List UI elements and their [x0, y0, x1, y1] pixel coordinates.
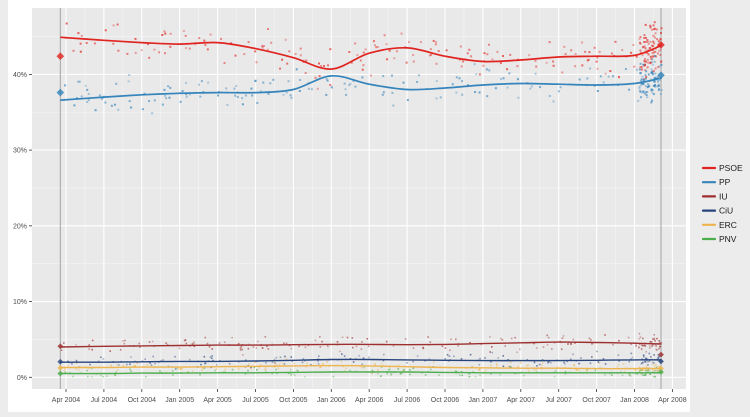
x-axis: Apr 2004 Jul 2004 Oct 2004 Jan 2005 Apr 2005…: [52, 389, 687, 404]
trend-line-CiU: [60, 358, 662, 363]
x-tick-label: Oct 2005: [279, 397, 308, 404]
x-tick-label: Oct 2007: [582, 397, 611, 404]
trend-line-IU: [60, 341, 662, 348]
legend-label-PNV: PNV: [719, 234, 737, 244]
x-tick-label: Oct 2004: [128, 397, 157, 404]
plot-panel: [32, 8, 686, 389]
election-2008-result-PSOE: [657, 41, 665, 49]
x-tick-label: Jul 2006: [394, 397, 421, 404]
y-tick-label: 10%: [13, 299, 27, 306]
election-2004-result-CiU: [57, 358, 64, 365]
legend-label-PSOE: PSOE: [719, 163, 743, 173]
y-tick-label: 40%: [13, 72, 27, 79]
election-2008-result-PNV: [658, 369, 664, 375]
legend-item-CiU[interactable]: CiU: [701, 206, 733, 216]
legend-label-CiU: CiU: [719, 206, 733, 216]
legend-label-ERC: ERC: [719, 220, 737, 230]
legend-item-PSOE[interactable]: PSOE: [701, 163, 743, 173]
y-tick-label: 20%: [13, 223, 27, 230]
legend-item-PP[interactable]: PP: [701, 177, 731, 187]
y-axis: 0% 10% 20% 30% 40%: [13, 72, 32, 382]
election-2004-result-ERC: [57, 364, 64, 371]
election-result-markers: [56, 41, 665, 377]
legend-item-ERC[interactable]: ERC: [701, 220, 737, 230]
x-tick-label: Jul 2005: [242, 397, 269, 404]
election-2004-result-PSOE: [56, 52, 65, 61]
x-tick-label: Jan 2008: [620, 397, 649, 404]
x-tick-label: Jan 2006: [317, 397, 346, 404]
x-tick-label: Apr 2008: [658, 397, 687, 404]
election-2004-result-IU: [57, 343, 64, 350]
election-2008-result-IU: [658, 351, 664, 358]
trend-line-PNV: [60, 371, 662, 375]
election-2008-result-PP: [657, 71, 665, 79]
x-tick-label: Apr 2005: [203, 397, 232, 404]
legend-label-IU: IU: [719, 191, 728, 201]
scatter-PSOE: [64, 21, 663, 90]
trend-line-PP: [60, 75, 662, 101]
legend-label-PP: PP: [719, 177, 731, 187]
trend-layer: [60, 36, 662, 375]
plot-panel-bg: [32, 8, 686, 389]
scatter-layer: [60, 21, 663, 378]
legend-item-IU[interactable]: IU: [701, 191, 728, 201]
legend-item-PNV[interactable]: PNV: [701, 234, 737, 244]
election-2008-result-ERC: [658, 365, 664, 372]
trend-line-PSOE: [60, 36, 662, 70]
x-tick-label: Jul 2004: [91, 397, 118, 404]
y-tick-label: 30%: [13, 148, 27, 155]
x-tick-label: Apr 2006: [355, 397, 384, 404]
election-2004-result-PP: [56, 88, 65, 97]
trend-line-ERC: [60, 364, 662, 370]
gridlines: [32, 8, 686, 389]
x-tick-label: Oct 2006: [431, 397, 460, 404]
x-tick-label: Jan 2007: [468, 397, 497, 404]
x-tick-label: Apr 2004: [52, 397, 81, 404]
election-2008-result-CiU: [658, 358, 664, 365]
election-2004-result-PNV: [57, 370, 64, 377]
legend: PSOE PP IU CiU ERC PNV: [701, 163, 743, 244]
y-tick-label: 0%: [17, 375, 27, 382]
x-tick-label: Jul 2007: [545, 397, 572, 404]
x-tick-label: Jan 2005: [165, 397, 194, 404]
x-tick-label: Apr 2007: [507, 397, 536, 404]
